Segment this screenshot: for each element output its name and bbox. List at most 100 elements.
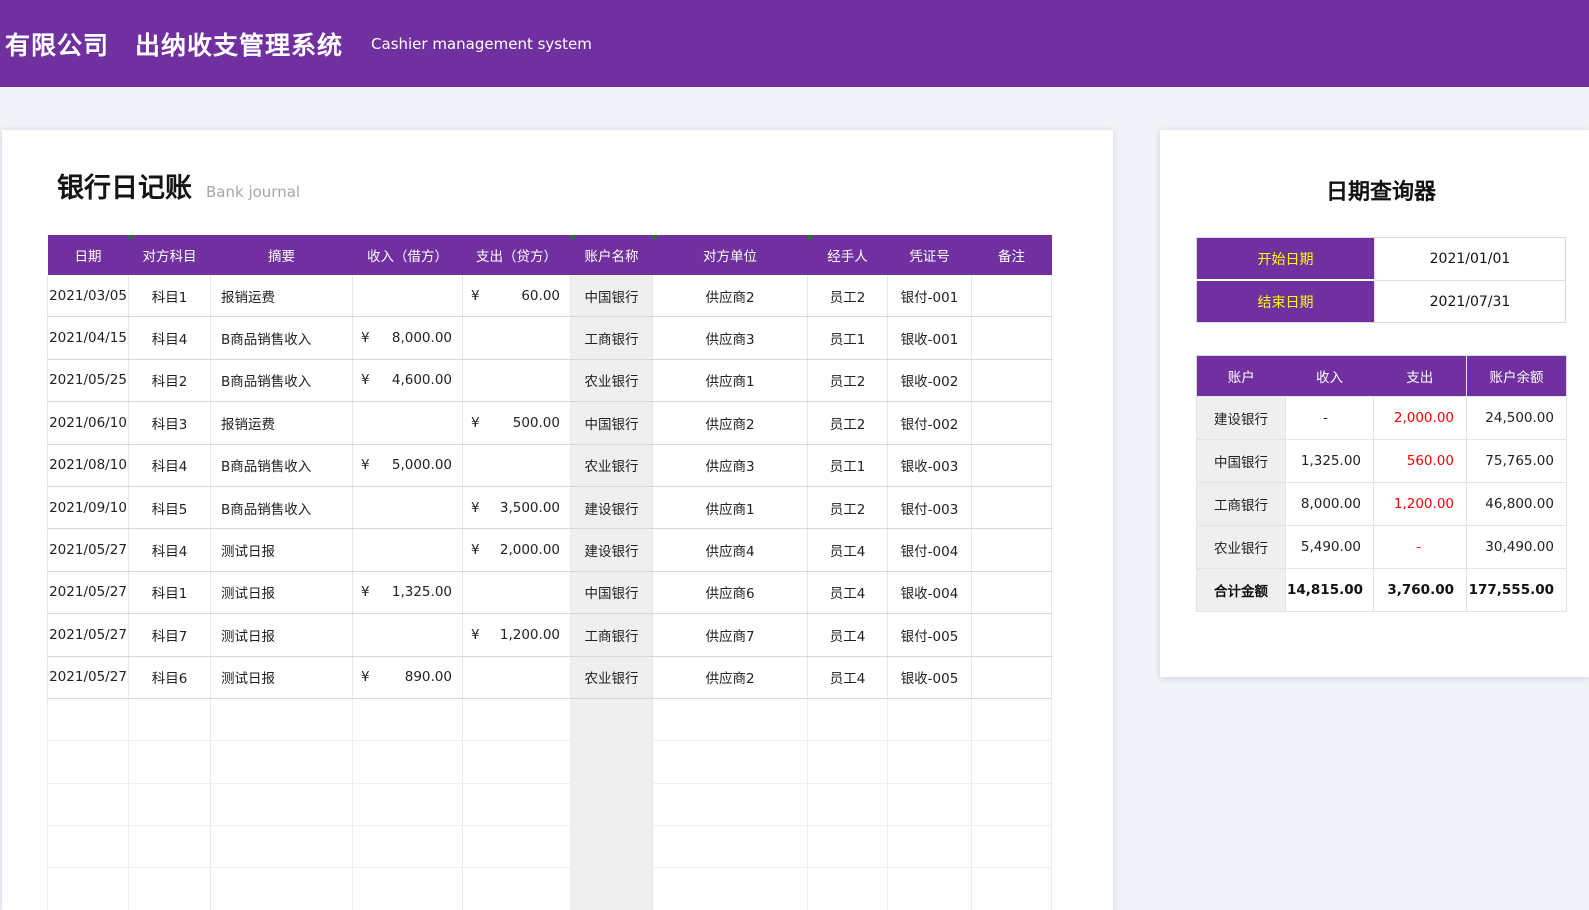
cell-date[interactable]: 2021/05/27 xyxy=(47,528,129,572)
cell-handler[interactable]: 员工2 xyxy=(807,359,888,403)
cell-income[interactable] xyxy=(352,613,463,657)
cell-note[interactable] xyxy=(971,444,1052,487)
cell-handler[interactable]: 员工4 xyxy=(807,571,888,615)
cell-date[interactable]: 2021/03/05 xyxy=(47,275,129,318)
cell-voucher[interactable]: 银付-001 xyxy=(887,275,972,318)
cell-empty[interactable] xyxy=(807,825,888,869)
cell-note[interactable] xyxy=(971,486,1052,530)
cell-empty[interactable] xyxy=(971,867,1052,910)
cell-counterparty[interactable]: 供应商1 xyxy=(652,486,808,530)
cell-counterparty[interactable]: 供应商7 xyxy=(652,613,808,657)
cell-date[interactable]: 2021/06/10 xyxy=(47,401,129,445)
cell-date[interactable]: 2021/08/10 xyxy=(47,444,129,487)
cell-subject[interactable]: 科目7 xyxy=(128,613,211,657)
cell-account[interactable]: 建设银行 xyxy=(570,528,653,572)
cell-expense[interactable] xyxy=(462,359,571,403)
cell-empty[interactable] xyxy=(352,698,463,742)
cell-subject[interactable]: 科目1 xyxy=(128,571,211,615)
cell-empty[interactable] xyxy=(652,825,808,869)
cell-handler[interactable]: 员工2 xyxy=(807,401,888,445)
cell-summary[interactable]: B商品销售收入 xyxy=(210,486,353,530)
cell-income[interactable]: ¥4,600.00 xyxy=(352,359,463,403)
cell-note[interactable] xyxy=(971,359,1052,403)
cell-date[interactable]: 2021/09/10 xyxy=(47,486,129,530)
cell-income[interactable]: ¥1,325.00 xyxy=(352,571,463,615)
cell-expense[interactable] xyxy=(462,316,571,360)
cell-empty[interactable] xyxy=(652,783,808,827)
cell-summary[interactable]: 测试日报 xyxy=(210,656,353,699)
cell-account[interactable]: 中国银行 xyxy=(570,275,653,318)
cell-handler[interactable]: 员工1 xyxy=(807,444,888,487)
cell-counterparty[interactable]: 供应商2 xyxy=(652,275,808,318)
cell-empty[interactable] xyxy=(210,740,353,784)
cell-note[interactable] xyxy=(971,571,1052,615)
cell-date[interactable]: 2021/05/27 xyxy=(47,613,129,657)
cell-income[interactable] xyxy=(352,486,463,530)
cell-summary[interactable]: 测试日报 xyxy=(210,613,353,657)
cell-empty[interactable] xyxy=(652,698,808,742)
cell-empty[interactable] xyxy=(971,783,1052,827)
cell-expense[interactable]: ¥1,200.00 xyxy=(462,613,571,657)
cell-empty[interactable] xyxy=(462,867,571,910)
cell-empty[interactable] xyxy=(570,825,653,869)
cell-empty[interactable] xyxy=(807,783,888,827)
cell-empty[interactable] xyxy=(47,740,129,784)
cell-handler[interactable]: 员工2 xyxy=(807,275,888,318)
cell-income[interactable]: ¥890.00 xyxy=(352,656,463,699)
cell-handler[interactable]: 员工1 xyxy=(807,316,888,360)
cell-voucher[interactable]: 银付-003 xyxy=(887,486,972,530)
cell-account[interactable]: 工商银行 xyxy=(570,613,653,657)
cell-summary[interactable]: B商品销售收入 xyxy=(210,444,353,487)
cell-empty[interactable] xyxy=(210,783,353,827)
cell-income[interactable]: ¥8,000.00 xyxy=(352,316,463,360)
cell-empty[interactable] xyxy=(47,698,129,742)
cell-counterparty[interactable]: 供应商4 xyxy=(652,528,808,572)
cell-empty[interactable] xyxy=(128,783,211,827)
cell-empty[interactable] xyxy=(210,867,353,910)
cell-empty[interactable] xyxy=(652,867,808,910)
cell-subject[interactable]: 科目1 xyxy=(128,275,211,318)
cell-empty[interactable] xyxy=(887,698,972,742)
cell-empty[interactable] xyxy=(352,867,463,910)
cell-empty[interactable] xyxy=(570,867,653,910)
cell-empty[interactable] xyxy=(462,783,571,827)
cell-empty[interactable] xyxy=(210,825,353,869)
start-date-value[interactable]: 2021/01/01 xyxy=(1374,238,1565,281)
cell-expense[interactable]: ¥3,500.00 xyxy=(462,486,571,530)
cell-voucher[interactable]: 银付-002 xyxy=(887,401,972,445)
cell-voucher[interactable]: 银收-002 xyxy=(887,359,972,403)
cell-note[interactable] xyxy=(971,528,1052,572)
cell-empty[interactable] xyxy=(887,825,972,869)
cell-counterparty[interactable]: 供应商2 xyxy=(652,401,808,445)
cell-summary[interactable]: B商品销售收入 xyxy=(210,359,353,403)
cell-summary[interactable]: B商品销售收入 xyxy=(210,316,353,360)
cell-summary[interactable]: 测试日报 xyxy=(210,571,353,615)
cell-voucher[interactable]: 银收-004 xyxy=(887,571,972,615)
cell-empty[interactable] xyxy=(210,698,353,742)
cell-empty[interactable] xyxy=(807,698,888,742)
cell-empty[interactable] xyxy=(887,867,972,910)
cell-note[interactable] xyxy=(971,656,1052,699)
cell-voucher[interactable]: 银付-005 xyxy=(887,613,972,657)
cell-empty[interactable] xyxy=(971,698,1052,742)
cell-counterparty[interactable]: 供应商3 xyxy=(652,444,808,487)
cell-subject[interactable]: 科目4 xyxy=(128,444,211,487)
cell-subject[interactable]: 科目4 xyxy=(128,528,211,572)
cell-note[interactable] xyxy=(971,401,1052,445)
cell-empty[interactable] xyxy=(462,740,571,784)
cell-income[interactable] xyxy=(352,401,463,445)
cell-counterparty[interactable]: 供应商1 xyxy=(652,359,808,403)
cell-handler[interactable]: 员工4 xyxy=(807,656,888,699)
cell-counterparty[interactable]: 供应商6 xyxy=(652,571,808,615)
cell-summary[interactable]: 报销运费 xyxy=(210,401,353,445)
cell-note[interactable] xyxy=(971,275,1052,318)
cell-expense[interactable] xyxy=(462,656,571,699)
cell-income[interactable]: ¥5,000.00 xyxy=(352,444,463,487)
cell-voucher[interactable]: 银付-004 xyxy=(887,528,972,572)
cell-empty[interactable] xyxy=(887,740,972,784)
cell-expense[interactable] xyxy=(462,444,571,487)
cell-expense[interactable]: ¥2,000.00 xyxy=(462,528,571,572)
cell-empty[interactable] xyxy=(47,867,129,910)
cell-counterparty[interactable]: 供应商2 xyxy=(652,656,808,699)
cell-income[interactable] xyxy=(352,275,463,318)
